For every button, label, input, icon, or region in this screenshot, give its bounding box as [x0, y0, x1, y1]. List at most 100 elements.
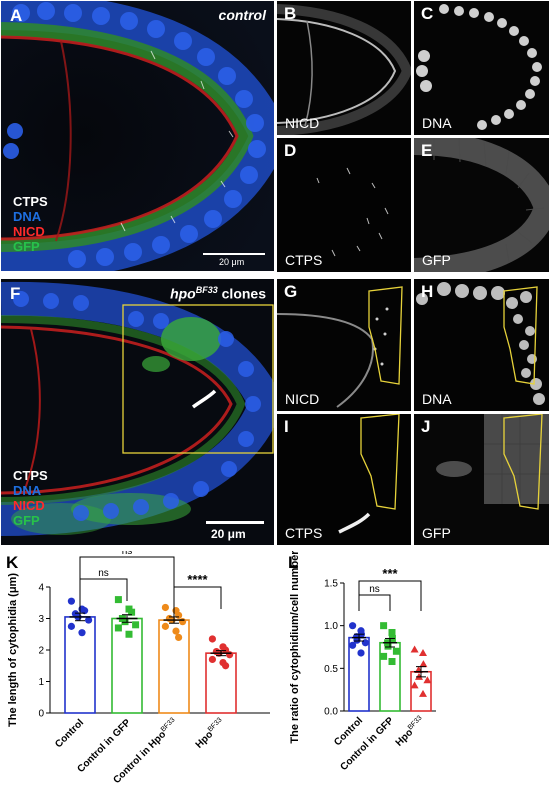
data-point: [175, 633, 183, 641]
panel-e-channel: GFP: [422, 252, 451, 268]
panel-e: E GFP: [414, 138, 549, 272]
data-point: [419, 689, 427, 697]
data-point: [222, 646, 230, 654]
data-point: [423, 676, 432, 684]
data-point: [419, 648, 427, 656]
category-label: Control: [53, 717, 86, 750]
panel-g-channel: NICD: [285, 391, 320, 407]
data-point: [208, 655, 216, 664]
panel-g-image: [277, 279, 411, 411]
panel-b-label: B: [284, 4, 297, 23]
data-point: [85, 616, 93, 624]
panel-h-image: [414, 279, 549, 411]
significance-bracket: [79, 578, 128, 601]
panel-a-label: A: [10, 6, 23, 25]
panel-a-scalebar-label: 20 μm: [219, 257, 245, 267]
panel-h-label: H: [421, 282, 434, 301]
significance-label: ns: [122, 551, 133, 557]
category-label: HpoBF33: [393, 715, 427, 749]
y-axis-label: The length of cytophidia (μm): [7, 573, 19, 727]
y-axis-label: The ratio of cytophidium/cell number: [289, 551, 301, 744]
data-point: [380, 652, 388, 660]
panel-f-scalebar-label: 20 μm: [211, 527, 246, 541]
legend-ctps: CTPS: [13, 194, 48, 209]
panel-d-image: [277, 138, 411, 272]
data-point: [172, 627, 180, 635]
data-point: [388, 628, 396, 636]
data-point: [132, 621, 140, 629]
chart-k-label: K: [6, 553, 19, 572]
data-point: [175, 611, 183, 619]
panel-h: H DNA: [414, 279, 549, 411]
panel-c: C DNA: [414, 1, 549, 135]
panel-f-channel-legend: CTPS DNA NICD GFP: [13, 468, 48, 528]
panel-i-channel: CTPS: [285, 525, 323, 541]
legend-dna: DNA: [13, 209, 42, 224]
legend-dna: DNA: [13, 483, 42, 498]
panel-c-image: [414, 1, 549, 135]
panel-b-image: [277, 1, 411, 135]
panel-j-label: J: [421, 417, 431, 436]
significance-label: ns: [369, 584, 380, 595]
panel-i: I CTPS: [277, 414, 411, 545]
panel-a-scalebar: [203, 253, 265, 255]
data-point: [161, 603, 169, 612]
y-tick-label: 2: [38, 646, 44, 657]
y-tick-label: 1: [38, 677, 44, 688]
significance-bracket: [358, 580, 422, 611]
panel-d-channel: CTPS: [285, 252, 323, 268]
panel-a-merge: A control CTPS DNA NICD GFP 20 μm: [1, 1, 274, 271]
data-point: [410, 681, 419, 689]
data-point: [78, 629, 86, 637]
data-point: [419, 660, 428, 668]
y-tick-label: 1.0: [324, 621, 338, 632]
significance-label: ****: [187, 572, 208, 587]
panel-j-channel: GFP: [422, 525, 451, 541]
y-tick-label: 0.5: [324, 664, 338, 675]
data-point: [67, 622, 75, 630]
panel-f-title-rest: clones: [217, 285, 266, 302]
panel-d-label: D: [284, 141, 297, 160]
data-point: [392, 647, 400, 655]
panel-f-label: F: [10, 284, 21, 303]
panel-f-merge: F hpoBF33 clones CTPS DNA NICD GFP 20 μm: [1, 279, 274, 545]
significance-label: ns: [98, 568, 109, 579]
panel-a-channel-legend: CTPS DNA NICD GFP: [13, 194, 48, 254]
panel-e-image: [414, 138, 549, 272]
panel-c-label: C: [421, 4, 434, 23]
data-point: [161, 622, 169, 630]
y-tick-label: 0: [38, 709, 44, 720]
category-label: HpoBF33: [193, 717, 227, 751]
legend-ctps: CTPS: [13, 468, 48, 483]
data-point: [114, 596, 122, 604]
panel-a-image: [1, 1, 274, 271]
category-label: Control in GFP: [338, 715, 396, 773]
data-point: [349, 622, 357, 630]
data-point: [121, 618, 129, 626]
panel-e-label: E: [421, 141, 433, 160]
data-point: [384, 642, 392, 650]
y-tick-label: 3: [38, 614, 44, 625]
data-point: [357, 649, 365, 657]
panel-d: D CTPS: [277, 138, 411, 272]
legend-nicd: NICD: [13, 498, 45, 513]
panel-i-label: I: [284, 417, 289, 436]
panel-f-image: [1, 279, 274, 545]
panel-f-scalebar: [206, 521, 264, 524]
y-tick-label: 0.0: [324, 707, 338, 718]
panel-b-channel: NICD: [285, 115, 320, 131]
data-point: [388, 658, 396, 666]
y-tick-label: 1.5: [324, 579, 338, 590]
data-point: [222, 662, 230, 670]
panel-h-channel: DNA: [422, 391, 452, 407]
panel-a-title: control: [218, 7, 266, 23]
data-point: [226, 651, 234, 659]
panel-i-image: [277, 414, 411, 545]
significance-bracket: [358, 594, 391, 611]
panel-f-title-allele: BF33: [195, 285, 218, 295]
panel-j-image: [414, 414, 549, 545]
data-point: [81, 607, 89, 615]
legend-gfp: GFP: [13, 239, 40, 254]
panel-g: G NICD: [277, 279, 411, 411]
y-tick-label: 4: [38, 583, 44, 594]
